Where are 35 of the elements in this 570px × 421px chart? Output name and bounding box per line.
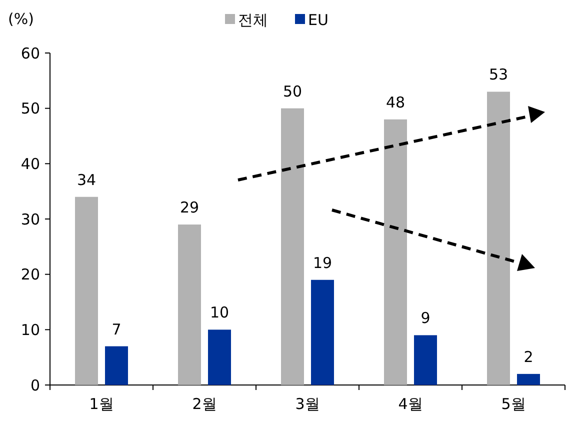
- data-label: 19: [312, 254, 332, 272]
- bar: [384, 119, 407, 385]
- x-tick-label: 3월: [295, 395, 320, 413]
- bar: [281, 108, 304, 385]
- y-tick-label: 10: [20, 320, 40, 339]
- data-label: 48: [386, 93, 406, 112]
- bar: [178, 224, 201, 385]
- bar: [414, 335, 437, 385]
- x-tick-label: 4월: [398, 395, 423, 413]
- y-tick-label: 20: [20, 266, 40, 284]
- data-label: 29: [180, 198, 200, 217]
- data-label: 34: [76, 170, 96, 189]
- y-tick-label: 50: [20, 100, 40, 118]
- data-label: 2: [524, 348, 534, 366]
- legend-label: 전체: [238, 11, 268, 29]
- x-tick-label: 5월: [501, 395, 526, 413]
- y-tick-label: 30: [20, 210, 40, 228]
- legend-label: EU: [308, 11, 328, 29]
- bar: [105, 346, 128, 385]
- data-label: 10: [210, 304, 230, 322]
- data-label: 53: [488, 66, 508, 84]
- y-axis-title: (%): [8, 10, 34, 28]
- data-label: 7: [112, 320, 122, 338]
- y-tick-label: 40: [20, 154, 40, 173]
- bar: [208, 330, 231, 385]
- x-tick-label: 2월: [192, 395, 217, 413]
- y-tick-label: 0: [30, 376, 40, 394]
- bar: [517, 374, 540, 385]
- x-tick-label: 1월: [89, 395, 114, 413]
- data-label: 9: [420, 309, 430, 328]
- data-label: 50: [282, 82, 302, 100]
- bar: [311, 280, 334, 385]
- bar: [75, 196, 98, 385]
- y-tick-label: 60: [20, 44, 40, 62]
- bar: [487, 92, 510, 385]
